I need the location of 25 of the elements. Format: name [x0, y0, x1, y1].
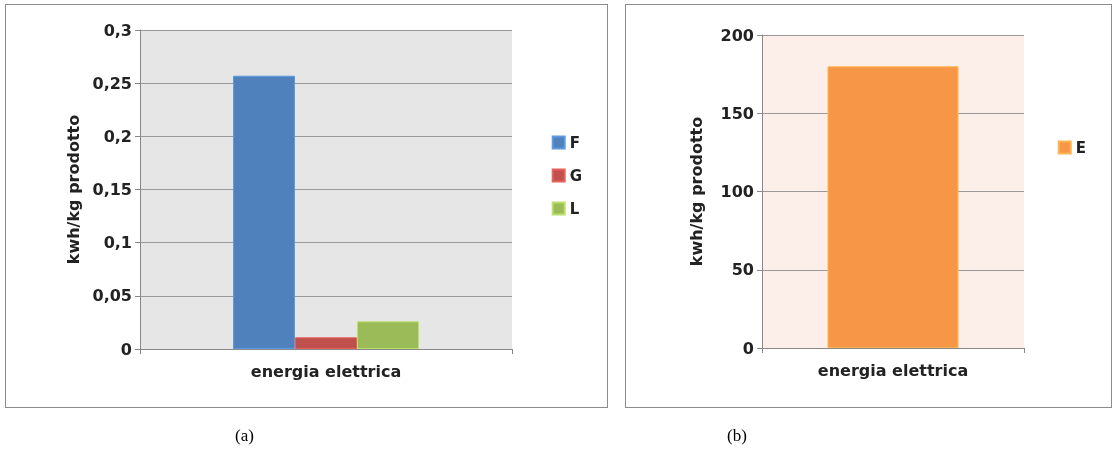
x-tick-label: energia elettrica [250, 361, 402, 381]
y-tick-label: 200 [720, 25, 754, 45]
y-tick-label: 150 [720, 103, 754, 123]
legend-label: L [569, 199, 580, 218]
y-tick-label: 0,05 [92, 286, 132, 306]
y-tick-label: 0 [742, 338, 754, 358]
y-tick-label: 50 [731, 260, 754, 280]
y-tick-label: 0 [120, 339, 132, 359]
y-tick-label: 0,3 [103, 20, 132, 40]
legend-label: E [1075, 138, 1086, 157]
x-tick-label: energia elettrica [817, 360, 969, 380]
y-axis-title: kwh/kg prodotto [64, 114, 84, 265]
y-tick-label: 100 [720, 182, 754, 201]
text: (b) [727, 426, 747, 445]
legend-label: G [569, 166, 582, 185]
y-tick-label: 0,1 [103, 233, 132, 253]
text: (a) [235, 426, 254, 445]
y-tick-label: 0,15 [92, 180, 132, 199]
y-axis-title: kwh/kg prodotto [686, 116, 706, 267]
y-tick-label: 0,2 [103, 126, 132, 146]
bar [233, 75, 295, 349]
bar [357, 321, 419, 349]
bar [295, 337, 357, 349]
y-tick-label: 0,25 [92, 73, 132, 93]
legend-label: F [569, 133, 580, 152]
